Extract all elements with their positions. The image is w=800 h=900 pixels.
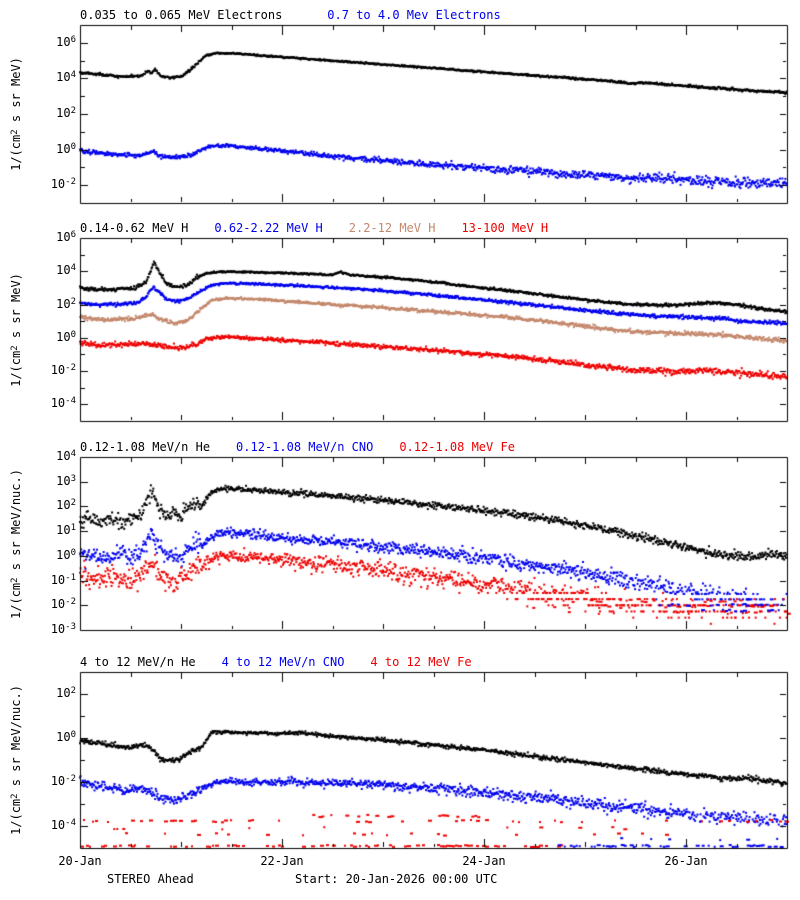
y-axis-label: 1/(cm2 s sr MeV/nuc.)	[9, 685, 23, 835]
y-tick-label: 106	[56, 230, 76, 244]
legend-entry: 0.035 to 0.065 MeV Electrons	[80, 8, 283, 22]
panel-3-title: 0.12-1.08 MeV/n He 0.12-1.08 MeV/n CNO 0.1…	[80, 440, 515, 454]
y-tick-label: 100	[56, 141, 76, 156]
y-tick-label: 10-2	[50, 774, 76, 788]
legend-entry: 2.2-12 MeV H	[348, 221, 436, 235]
spacecraft-label: STEREO Ahead	[107, 872, 194, 886]
panel-2-title: 0.14-0.62 MeV H 0.62-2.22 MeV H 2.2-12 MeV…	[80, 221, 548, 235]
legend-entry: 0.12-1.08 MeV/n CNO	[236, 440, 374, 454]
y-axis-label: 1/(cm2 s sr MeV)	[9, 272, 23, 387]
y-tick-label: 106	[56, 34, 76, 49]
y-axis-label: 1/(cm2 s sr MeV)	[9, 57, 23, 171]
y-tick-label: 102	[56, 296, 76, 311]
y-tick-label: 104	[56, 263, 76, 278]
legend-entry: 0.12-1.08 MeV/n He	[80, 440, 211, 454]
y-tick-label: 10-1	[50, 572, 76, 587]
start-time-label: Start: 20-Jan-2026 00:00 UTC	[295, 872, 498, 886]
y-tick-label: 102	[56, 498, 76, 513]
legend-entry: 0.14-0.62 MeV H	[80, 221, 189, 235]
y-tick-label: 100	[56, 730, 76, 744]
x-tick-label: 26-Jan	[664, 854, 708, 868]
panel-1-title: 0.035 to 0.065 MeV Electrons 0.7 to 4.0 M…	[80, 8, 501, 22]
legend-entry: 0.12-1.08 MeV Fe	[399, 440, 515, 454]
legend-entry: 4 to 12 MeV/n He	[80, 655, 196, 669]
y-tick-label: 10-2	[50, 177, 76, 192]
legend-entry: 0.7 to 4.0 Mev Electrons	[327, 8, 501, 22]
legend-entry: 4 to 12 MeV/n CNO	[221, 655, 345, 669]
y-axis-label: 1/(cm2 s sr MeV/nuc.)	[9, 468, 23, 619]
x-tick-label: 22-Jan	[260, 854, 304, 868]
y-tick-label: 10-4	[50, 396, 76, 411]
y-tick-label: 10-3	[50, 622, 76, 636]
y-tick-label: 100	[56, 329, 76, 344]
y-tick-label: 103	[56, 473, 76, 488]
y-tick-label: 104	[56, 449, 76, 463]
panel-4-title: 4 to 12 MeV/n He 4 to 12 MeV/n CNO 4 to 12…	[80, 655, 472, 669]
y-tick-label: 10-2	[50, 363, 76, 378]
y-tick-label: 102	[56, 686, 76, 700]
y-tick-label: 104	[56, 70, 76, 85]
y-tick-label: 10-4	[50, 818, 76, 832]
legend-entry: 0.62-2.22 MeV H	[214, 221, 323, 235]
x-tick-label: 20-Jan	[58, 854, 102, 868]
y-tick-label: 10-2	[50, 597, 76, 612]
y-tick-label: 102	[56, 106, 76, 120]
x-tick-label: 24-Jan	[462, 854, 506, 868]
legend-entry: 4 to 12 MeV Fe	[370, 655, 472, 669]
legend-entry: 13-100 MeV H	[461, 221, 549, 235]
y-tick-label: 100	[56, 547, 76, 562]
y-tick-label: 101	[56, 523, 76, 538]
